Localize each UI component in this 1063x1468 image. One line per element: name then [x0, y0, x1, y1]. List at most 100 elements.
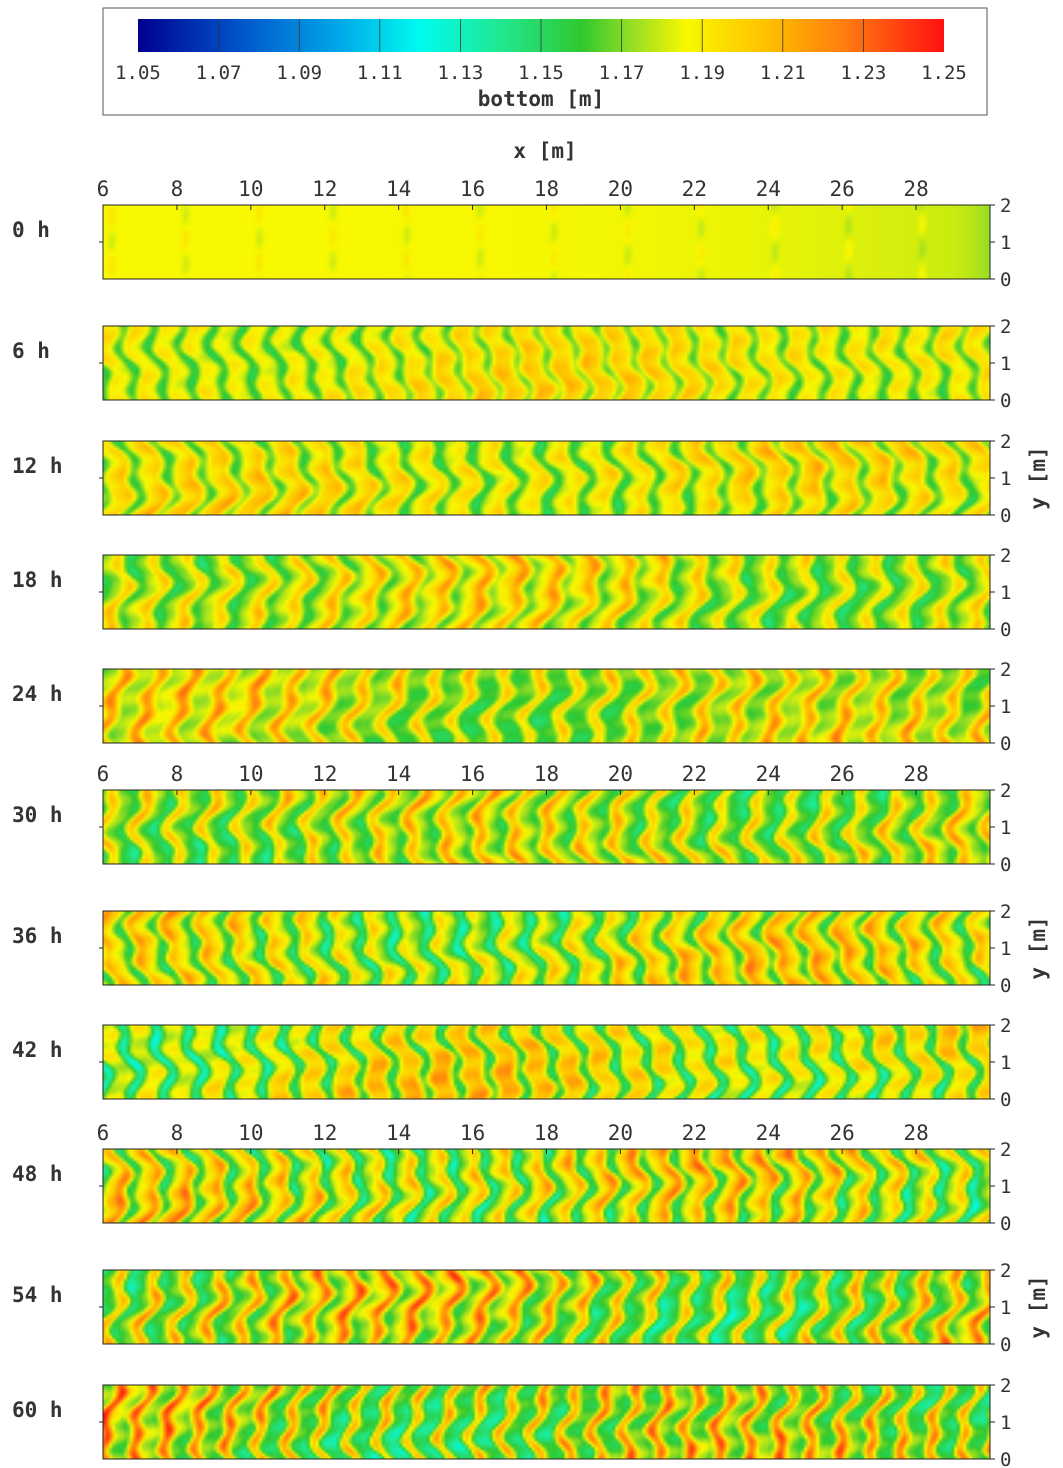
x-tick-label: 16: [460, 762, 485, 786]
heatmap-panel: 18 h 0 1 2: [12, 545, 1011, 641]
x-tick-label: 12: [312, 1121, 337, 1145]
y-tick-label: 0: [1000, 975, 1011, 997]
x-tick-label: 8: [171, 177, 184, 201]
x-tick-label: 22: [682, 762, 707, 786]
y-axis-label: y [m]: [1026, 916, 1050, 979]
time-label: 30 h: [12, 803, 63, 827]
y-tick-label: 0: [1000, 269, 1011, 291]
y-tick-label: 1: [1000, 468, 1011, 490]
x-tick-label: 18: [534, 1121, 559, 1145]
heatmap-field: [103, 555, 990, 629]
x-tick-label: 28: [903, 762, 928, 786]
y-tick-label: 2: [1000, 780, 1011, 802]
x-tick-label: 6: [97, 1121, 110, 1145]
y-tick-label: 0: [1000, 733, 1011, 755]
colorbar-tick-label: 1.11: [357, 62, 403, 84]
y-tick-label: 1: [1000, 938, 1011, 960]
y-tick-label: 2: [1000, 1015, 1011, 1037]
x-tick-label: 24: [756, 177, 781, 201]
y-tick-label: 2: [1000, 431, 1011, 453]
x-tick-label: 10: [238, 177, 263, 201]
x-tick-label: 28: [903, 177, 928, 201]
time-label: 12 h: [12, 454, 63, 478]
x-tick-label: 26: [830, 1121, 855, 1145]
heatmap-panel: 54 h 0 1 2 y [m]: [12, 1260, 1050, 1356]
heatmap-field: [103, 911, 990, 985]
y-tick-label: 2: [1000, 316, 1011, 338]
heatmap-panel: 12 h 0 1 2 y [m]: [12, 431, 1050, 527]
y-tick-label: 1: [1000, 1052, 1011, 1074]
y-tick-label: 1: [1000, 1176, 1011, 1198]
colorbar-tick-label: 1.07: [196, 62, 242, 84]
x-tick-label: 18: [534, 177, 559, 201]
y-tick-label: 2: [1000, 545, 1011, 567]
y-tick-label: 1: [1000, 1297, 1011, 1319]
x-tick-label: 14: [386, 762, 411, 786]
x-tick-label: 14: [386, 1121, 411, 1145]
heatmap-field: [103, 205, 990, 279]
heatmap-field: [103, 1385, 990, 1459]
x-tick-label: 26: [830, 762, 855, 786]
x-tick-label: 24: [756, 762, 781, 786]
x-tick-label: 12: [312, 762, 337, 786]
x-tick-label: 8: [171, 1121, 184, 1145]
colorbar-tick-label: 1.05: [115, 62, 161, 84]
heatmap-field: [103, 326, 990, 400]
x-tick-label: 8: [171, 762, 184, 786]
y-tick-label: 0: [1000, 619, 1011, 641]
y-tick-label: 0: [1000, 1449, 1011, 1468]
x-tick-label: 26: [830, 177, 855, 201]
colorbar-tick-label: 1.17: [599, 62, 645, 84]
colorbar-tick-label: 1.15: [518, 62, 564, 84]
y-tick-label: 2: [1000, 901, 1011, 923]
colorbar-tick-label: 1.13: [438, 62, 484, 84]
heatmap-field: [103, 441, 990, 515]
colorbar-tick-label: 1.25: [921, 62, 967, 84]
x-tick-label: 20: [608, 762, 633, 786]
time-label: 6 h: [12, 339, 50, 363]
x-tick-label: 14: [386, 177, 411, 201]
x-tick-label: 22: [682, 177, 707, 201]
x-tick-label: 28: [903, 1121, 928, 1145]
heatmap-field: [103, 669, 990, 743]
x-tick-label: 6: [97, 177, 110, 201]
heatmap-field: [103, 1025, 990, 1099]
y-tick-label: 0: [1000, 1213, 1011, 1235]
time-label: 36 h: [12, 924, 63, 948]
y-tick-label: 1: [1000, 353, 1011, 375]
x-tick-label: 6: [97, 762, 110, 786]
heatmap-field: [103, 1149, 990, 1223]
colorbar-tick-label: 1.19: [679, 62, 725, 84]
x-tick-label: 16: [460, 177, 485, 201]
y-tick-label: 2: [1000, 1139, 1011, 1161]
y-tick-label: 1: [1000, 817, 1011, 839]
x-tick-label: 24: [756, 1121, 781, 1145]
y-tick-label: 0: [1000, 505, 1011, 527]
heatmap-panel: 6 h 0 1 2: [12, 316, 1011, 412]
y-tick-label: 2: [1000, 1375, 1011, 1397]
y-tick-label: 1: [1000, 696, 1011, 718]
y-tick-label: 1: [1000, 232, 1011, 254]
y-tick-label: 2: [1000, 1260, 1011, 1282]
time-label: 60 h: [12, 1398, 63, 1422]
time-label: 0 h: [12, 218, 50, 242]
colorbar-label: bottom [m]: [478, 87, 604, 111]
y-tick-label: 1: [1000, 582, 1011, 604]
y-tick-label: 2: [1000, 195, 1011, 217]
heatmap-field: [103, 1270, 990, 1344]
colorbar-tick-label: 1.21: [760, 62, 806, 84]
x-tick-label: 22: [682, 1121, 707, 1145]
colorbar-tick-label: 1.23: [841, 62, 887, 84]
y-tick-label: 0: [1000, 854, 1011, 876]
y-tick-label: 0: [1000, 1089, 1011, 1111]
colorbar-tick-label: 1.09: [276, 62, 322, 84]
heatmap-panel: 24 h 0 1 2: [12, 659, 1011, 755]
x-tick-label: 20: [608, 1121, 633, 1145]
x-tick-label: 16: [460, 1121, 485, 1145]
y-tick-label: 1: [1000, 1412, 1011, 1434]
heatmap-panel: 42 h 0 1 2: [12, 1015, 1011, 1111]
heatmap-panel: 36 h 0 1 2 y [m]: [12, 901, 1050, 997]
x-axis-label: x [m]: [513, 139, 576, 163]
